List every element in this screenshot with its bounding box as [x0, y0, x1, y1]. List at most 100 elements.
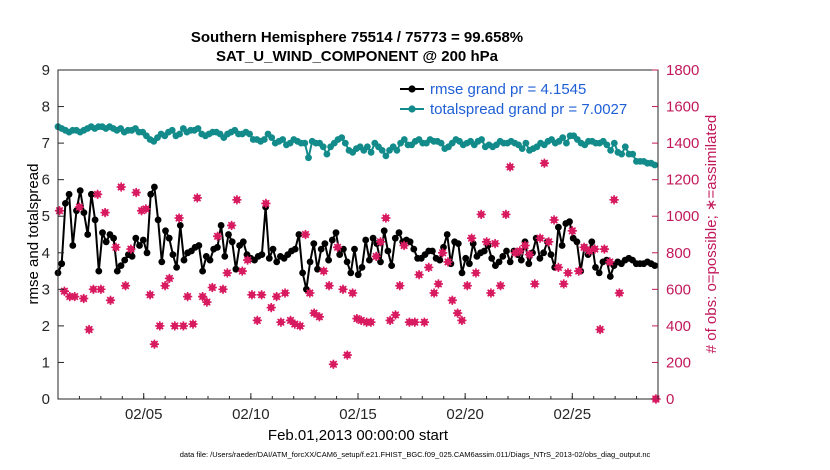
rmse-point [291, 245, 299, 253]
rmse-point [321, 240, 329, 248]
rmse-point [113, 267, 121, 275]
rmse-point [117, 262, 125, 269]
obs-assimilated-point [96, 284, 106, 294]
rmse-point [466, 260, 473, 268]
obs-assimilated-point [467, 233, 477, 243]
obs-assimilated-point [371, 251, 381, 261]
y-left-tick-label: 2 [42, 318, 50, 335]
obs-assimilated-point [399, 240, 409, 251]
obs-assimilated-point [227, 220, 237, 230]
rmse-point [380, 227, 388, 235]
totalspread-point [341, 139, 349, 147]
rmse-point [358, 264, 366, 271]
obs-assimilated-point [579, 242, 589, 252]
rmse-point [395, 229, 403, 237]
x-tick-label: 02/10 [232, 406, 270, 423]
obs-assimilated-point [100, 208, 110, 218]
obs-assimilated-point [202, 297, 212, 307]
rmse-point [606, 273, 614, 280]
rmse-point [354, 271, 362, 279]
rmse-point [588, 238, 596, 246]
totalspread-point [437, 139, 445, 147]
rmse-point [525, 260, 533, 268]
rmse-point [62, 200, 69, 207]
rmse-point [221, 253, 229, 260]
chart-subtitle: SAT_U_WIND_COMPONENT @ 200 hPa [216, 48, 499, 65]
rmse-point [165, 234, 173, 242]
totalspread-point [268, 134, 276, 142]
obs-assimilated-point [276, 317, 286, 327]
obs-assimilated-point [183, 292, 193, 302]
rmse-point [158, 258, 166, 266]
rmse-point [169, 251, 177, 258]
obs-assimilated-point [366, 317, 376, 327]
obs-assimilated-point [120, 281, 131, 291]
rmse-point [317, 245, 325, 253]
obs-assimilated-point [453, 308, 463, 318]
obs-assimilated-point [471, 268, 481, 278]
x-axis-label: Feb.01,2013 00:00:00 start [268, 427, 449, 444]
obs-assimilated-point [155, 321, 165, 331]
obs-assimilated-point [419, 317, 429, 327]
totalspread-point [651, 161, 659, 169]
obs-assimilated-point [198, 292, 208, 302]
obs-assimilated-point [247, 290, 257, 300]
obs-assimilated-point [433, 279, 443, 289]
rmse-point [547, 251, 555, 258]
rmse-point [440, 243, 447, 251]
rmse-point [458, 269, 466, 277]
obs-assimilated-point [563, 268, 573, 278]
obs-assimilated-point [305, 288, 315, 298]
y-right-tick-label: 1000 [666, 208, 699, 225]
legend-totalspread-label: totalspread grand pr = 7.0027 [430, 101, 627, 118]
chart-title: Southern Hemisphere 75514 / 75773 = 99.6… [191, 29, 523, 46]
rmse-point [592, 264, 599, 271]
rmse-point [151, 183, 158, 191]
obs-assimilated-point [218, 284, 228, 294]
totalspread-point [367, 148, 375, 156]
totalspread-point [618, 150, 625, 158]
y-left-tick-label: 9 [42, 62, 50, 79]
obs-assimilated-point [544, 237, 554, 247]
rmse-point [76, 187, 84, 195]
obs-assimilated-point [141, 204, 151, 214]
rmse-point [99, 229, 106, 237]
obs-assimilated-point [178, 321, 188, 331]
rmse-point [506, 258, 514, 266]
obs-assimilated-point [314, 312, 324, 322]
rmse-point [195, 242, 203, 249]
obs-assimilated-point [192, 193, 202, 203]
y-right-tick-label: 1600 [666, 99, 699, 116]
obs-assimilated-point [348, 288, 358, 298]
obs-assimilated-point [375, 237, 386, 247]
totalspread-point [607, 147, 614, 154]
rmse-point [214, 243, 221, 251]
rmse-point [310, 240, 318, 248]
x-tick-label: 02/20 [446, 406, 484, 423]
rmse-point [225, 231, 232, 238]
rmse-point [128, 253, 136, 260]
totalspread-point [246, 130, 254, 138]
y-right-tick-label: 800 [666, 245, 691, 262]
rmse-point [495, 258, 503, 266]
y-right-tick-label: 200 [666, 354, 691, 371]
obs-assimilated-point [300, 229, 311, 240]
totalspread-point [194, 125, 202, 132]
obs-assimilated-point [79, 293, 89, 304]
obs-assimilated-point [505, 162, 515, 172]
rmse-point [65, 190, 73, 198]
rmse-point [410, 245, 418, 253]
rmse-point [325, 256, 332, 264]
obs-assimilated-point [599, 244, 610, 254]
rmse-point [306, 258, 314, 266]
obs-assimilated-point [342, 350, 352, 360]
obs-assimilated-point [207, 282, 217, 293]
obs-assimilated-point [381, 213, 391, 223]
rmse-point [429, 247, 436, 255]
y-right-tick-label: 600 [666, 281, 691, 298]
rmse-point [147, 190, 155, 198]
obs-assimilated-point [309, 308, 319, 318]
obs-assimilated-point [126, 244, 136, 254]
rmse-point [143, 249, 151, 257]
totalspread-point [260, 136, 268, 143]
